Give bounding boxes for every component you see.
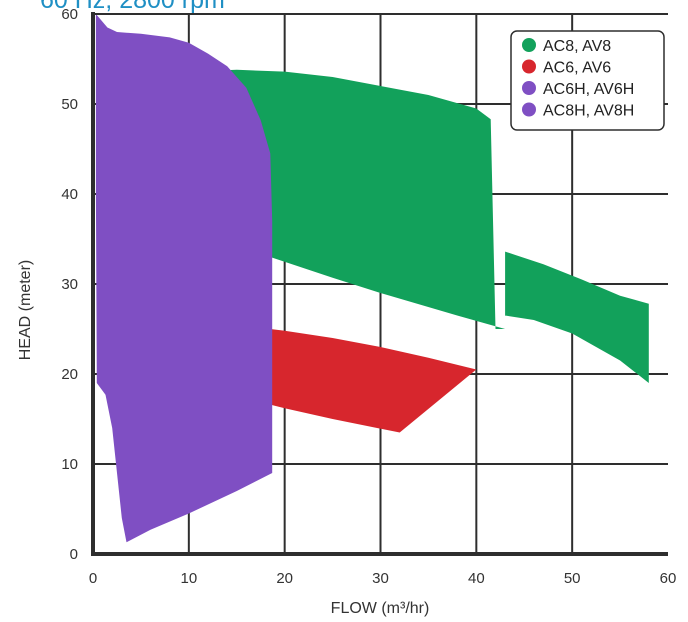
- x-axis-label: FLOW (m³/hr): [331, 600, 430, 617]
- legend-marker: [522, 81, 536, 95]
- x-tick-label: 10: [180, 570, 197, 587]
- legend-marker: [522, 38, 536, 52]
- tick-labels: 0 10 20 30 40 50 60 0 10 20 30 40 50 60: [61, 6, 676, 587]
- legend-entry: AC8, AV8: [543, 38, 611, 55]
- x-tick-label: 0: [89, 570, 97, 587]
- y-axis-label: HEAD (meter): [17, 260, 34, 360]
- y-tick-label: 60: [61, 6, 78, 23]
- y-tick-label: 10: [61, 456, 78, 473]
- series-area-3: [95, 14, 273, 543]
- y-tick-label: 30: [61, 276, 78, 293]
- series-area-1: [212, 69, 649, 384]
- series-area-2: [270, 329, 477, 433]
- legend-entry: AC8H, AV8H: [543, 103, 634, 120]
- y-tick-label: 40: [61, 186, 78, 203]
- y-tick-label: 50: [61, 96, 78, 113]
- x-tick-label: 60: [660, 570, 677, 587]
- legend: AC8, AV8 AC6, AV6 AC6H, AV6H AC8H, AV8H: [510, 30, 665, 131]
- axes: [91, 12, 668, 556]
- x-tick-label: 50: [564, 570, 581, 587]
- series-areas: [95, 14, 649, 543]
- legend-entry: AC6, AV6: [543, 60, 611, 77]
- legend-box: [510, 30, 665, 131]
- x-tick-label: 20: [276, 570, 293, 587]
- x-tick-label: 40: [468, 570, 485, 587]
- y-tick-label: 20: [61, 366, 78, 383]
- legend-marker: [522, 102, 536, 117]
- chart-title: 60 Hz, 2800 rpm: [40, 0, 225, 14]
- x-tick-label: 30: [372, 570, 389, 587]
- legend-entry: AC6H, AV6H: [543, 81, 634, 98]
- y-tick-label: 0: [70, 546, 78, 563]
- legend-marker: [522, 59, 536, 74]
